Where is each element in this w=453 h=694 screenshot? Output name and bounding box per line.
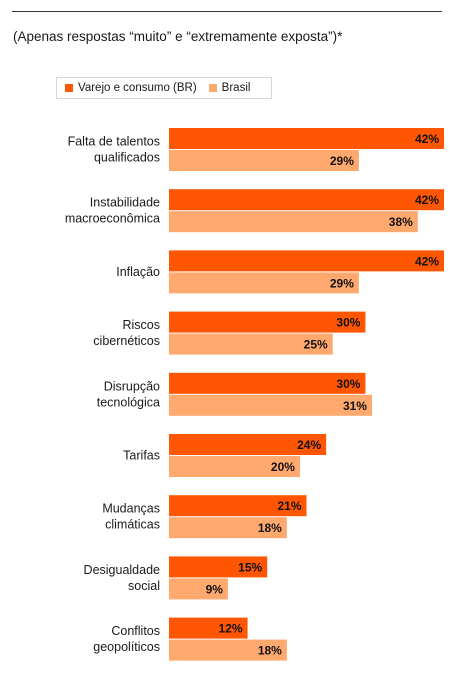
bar-brasil-7 bbox=[169, 578, 228, 600]
bar-varejo-5 bbox=[169, 434, 327, 455]
bar-varejo-7 bbox=[169, 556, 268, 578]
bar-brasil-5 bbox=[169, 456, 300, 477]
bar-varejo-4 bbox=[169, 372, 366, 394]
bar-varejo-2 bbox=[169, 250, 444, 272]
value-label-brasil-4: 31% bbox=[343, 399, 367, 413]
category-label-7-line-1: social bbox=[128, 579, 160, 593]
value-label-brasil-3: 25% bbox=[304, 338, 328, 352]
category-label-4-line-0: Disrupção bbox=[104, 379, 160, 393]
value-label-brasil-1: 38% bbox=[389, 215, 413, 229]
value-label-varejo-2: 42% bbox=[415, 254, 439, 268]
bar-brasil-8 bbox=[169, 639, 287, 661]
category-label-6-line-0: Mudanças bbox=[102, 502, 160, 516]
bar-varejo-0 bbox=[169, 128, 444, 149]
category-label-1-line-1: macroeconômica bbox=[65, 212, 160, 226]
category-label-8-line-0: Conflitos bbox=[111, 624, 160, 638]
legend-entry-brasil: Brasil bbox=[208, 82, 251, 94]
value-label-varejo-8: 12% bbox=[219, 622, 243, 636]
bar-varejo-3 bbox=[169, 311, 366, 333]
category-label-4-line-1: tecnológica bbox=[97, 395, 160, 409]
value-label-brasil-0: 29% bbox=[330, 154, 354, 168]
category-label-5-line-0: Tarifas bbox=[123, 449, 160, 463]
legend-label-brasil: Brasil bbox=[221, 82, 251, 94]
bar-varejo-1 bbox=[169, 189, 444, 211]
bar-varejo-6 bbox=[169, 495, 307, 517]
category-label-3-line-0: Riscos bbox=[122, 318, 160, 332]
value-label-brasil-2: 29% bbox=[330, 276, 354, 290]
bar-brasil-3 bbox=[169, 333, 333, 355]
value-label-brasil-5: 20% bbox=[271, 460, 295, 474]
legend-swatch-varejo bbox=[65, 84, 73, 92]
legend-label-varejo: Varejo e consumo (BR) bbox=[78, 82, 197, 94]
category-label-2-line-0: Inflação bbox=[116, 265, 160, 279]
legend-entry-varejo: Varejo e consumo (BR) bbox=[65, 82, 197, 94]
bar-brasil-1 bbox=[169, 211, 418, 233]
value-label-varejo-0: 42% bbox=[415, 132, 439, 146]
legend: Varejo e consumo (BR) Brasil bbox=[56, 77, 272, 99]
legend-swatch-brasil bbox=[208, 84, 217, 92]
value-label-brasil-8: 18% bbox=[258, 644, 282, 658]
value-label-varejo-1: 42% bbox=[415, 193, 439, 207]
category-label-0-line-1: qualificados bbox=[94, 151, 160, 165]
category-label-6-line-1: climáticas bbox=[105, 518, 160, 532]
value-label-varejo-3: 30% bbox=[336, 316, 360, 330]
bar-varejo-8 bbox=[169, 617, 248, 639]
bar-brasil-6 bbox=[169, 517, 287, 539]
chart-subtitle: (Apenas respostas “muito” e “extremament… bbox=[13, 29, 343, 44]
bar-brasil-0 bbox=[169, 150, 359, 171]
value-label-varejo-7: 15% bbox=[238, 560, 262, 574]
value-label-varejo-5: 24% bbox=[297, 438, 321, 452]
value-label-varejo-6: 21% bbox=[277, 499, 301, 513]
category-label-0-line-0: Falta de talentos bbox=[68, 135, 160, 149]
category-label-7-line-0: Desigualdade bbox=[84, 563, 160, 577]
category-label-1-line-0: Instabilidade bbox=[90, 196, 160, 210]
bar-brasil-2 bbox=[169, 272, 359, 294]
value-label-brasil-6: 18% bbox=[258, 521, 282, 535]
value-label-varejo-4: 30% bbox=[336, 377, 360, 391]
category-label-3-line-1: cibernéticos bbox=[93, 334, 160, 348]
bar-brasil-4 bbox=[169, 394, 372, 416]
top-rule bbox=[12, 11, 442, 12]
category-label-8-line-1: geopolíticos bbox=[93, 640, 160, 654]
value-label-brasil-7: 9% bbox=[206, 582, 224, 596]
